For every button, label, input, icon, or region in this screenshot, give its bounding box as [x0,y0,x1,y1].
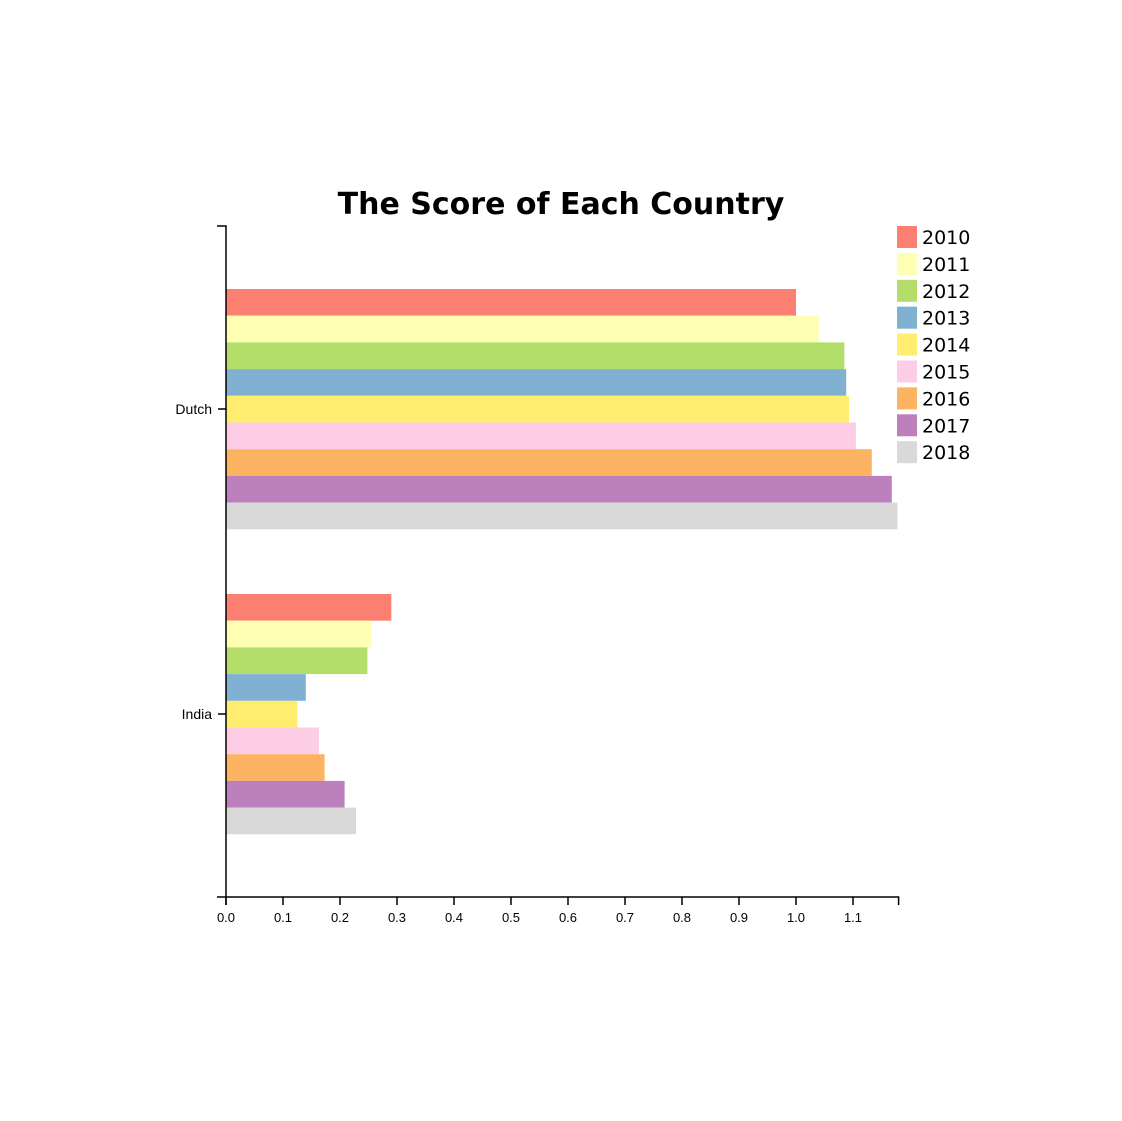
bar-dutch-2015 [226,422,856,450]
legend: 2010 2011 2012 2013 2014 2015 2016 2017 2018 [897,226,970,464]
bar-india-2015 [226,727,319,755]
bar-dutch-2010 [226,289,796,316]
legend-label-2011: 2011 [922,254,970,276]
legend-label-2017: 2017 [922,415,970,437]
x-tick-label-0.5: 0.5 [502,910,520,925]
legend-swatch-2016 [897,387,917,410]
bar-india-2017 [226,780,345,808]
x-tick-label-0.6: 0.6 [559,910,577,925]
bar-india-2018 [226,807,356,835]
bar-dutch-2012 [226,342,845,370]
category-label-india: India [182,706,213,722]
legend-label-2012: 2012 [922,281,970,303]
bar-dutch-2016 [226,449,872,476]
category-label-dutch: Dutch [175,401,212,417]
bar-dutch-2018 [226,502,898,530]
bar-india-2012 [226,647,368,675]
legend-swatch-2013 [897,306,917,329]
bar-india-2010 [226,594,392,621]
bars-layer [226,289,898,835]
x-tick-label-0.7: 0.7 [616,910,634,925]
x-axis-line [225,896,900,905]
x-tick-label-0.4: 0.4 [445,910,463,925]
y-axis-line [217,225,227,898]
legend-label-2015: 2015 [922,362,970,384]
legend-swatch-2014 [897,333,917,356]
x-tick-label-0.0: 0.0 [217,910,235,925]
y-axis: Dutch India [175,225,227,898]
bar-india-2013 [226,674,306,701]
legend-label-2014: 2014 [922,335,970,357]
legend-label-2013: 2013 [922,308,970,330]
legend-swatch-2011 [897,252,917,275]
x-tick-label-0.8: 0.8 [673,910,691,925]
legend-label-2010: 2010 [922,227,970,249]
bar-dutch-2013 [226,369,847,396]
chart-title: The Score of Each Country [338,187,785,222]
x-tick-label-0.1: 0.1 [274,910,292,925]
x-tick-label-0.3: 0.3 [388,910,406,925]
legend-label-2018: 2018 [922,442,970,464]
bar-india-2011 [226,620,372,648]
legend-swatch-2010 [897,226,917,248]
legend-label-2016: 2016 [922,388,970,410]
bar-india-2016 [226,754,325,781]
legend-swatch-2015 [897,360,917,383]
bar-dutch-2014 [226,395,849,423]
bar-india-2014 [226,700,298,728]
legend-swatch-2012 [897,279,917,302]
x-tick-label-0.9: 0.9 [730,910,748,925]
bar-dutch-2017 [226,475,892,503]
x-tick-label-1.0: 1.0 [787,910,805,925]
legend-swatch-2017 [897,414,917,437]
legend-swatch-2018 [897,441,917,464]
x-tick-label-1.1: 1.1 [844,910,862,925]
bar-dutch-2011 [226,315,819,343]
x-tick-label-0.2: 0.2 [331,910,349,925]
x-axis: 0.0 0.1 0.2 0.3 0.4 0.5 0.6 0.7 0.8 0.9 1.0 1.1 [217,896,900,925]
